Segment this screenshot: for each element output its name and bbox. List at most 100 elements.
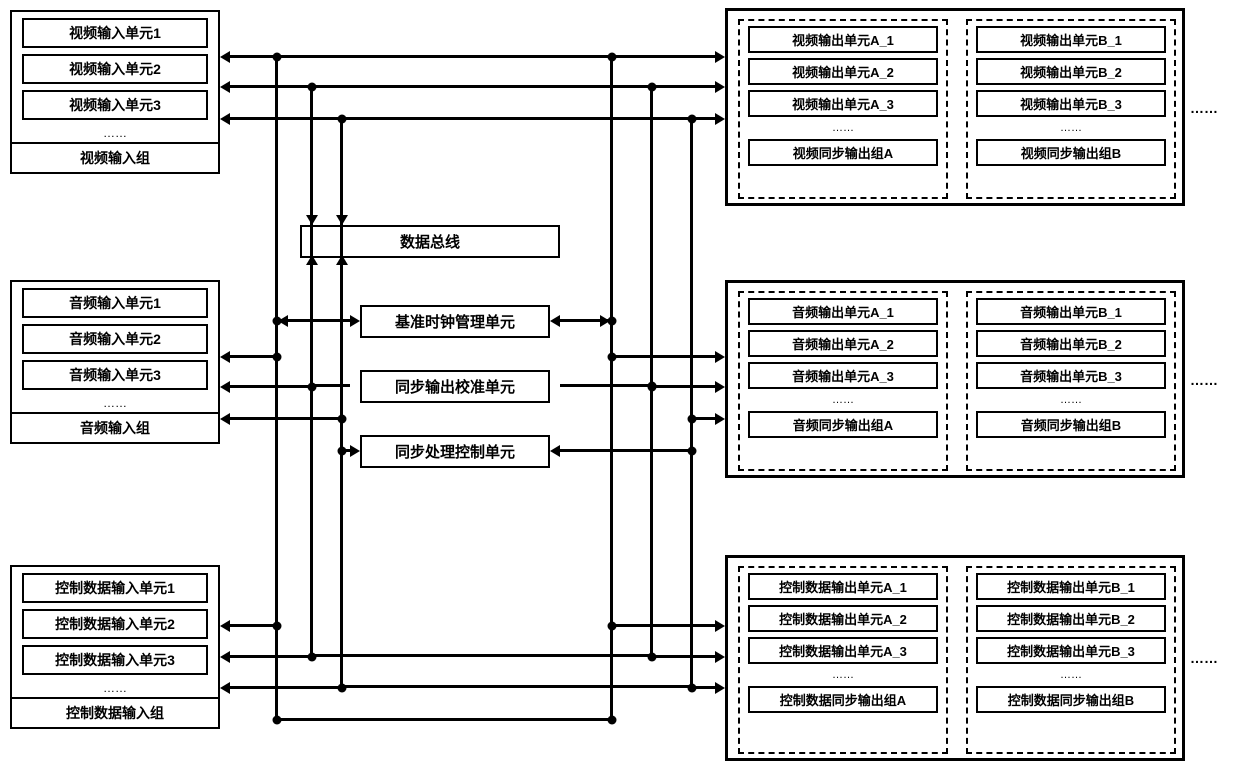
connector xyxy=(230,117,340,120)
control-input-group: 控制数据输入单元1 控制数据输入单元2 控制数据输入单元3 …… 控制数据输入组 xyxy=(10,565,220,729)
connector xyxy=(310,85,653,88)
ellipsis: …… xyxy=(1190,372,1218,388)
junction-dot xyxy=(337,446,346,455)
junction-dot xyxy=(272,621,281,630)
control-unit: 同步处理控制单元 xyxy=(360,435,550,468)
junction-dot xyxy=(272,316,281,325)
connector xyxy=(230,85,310,88)
audio-output-item: 音频输出单元B_2 xyxy=(976,330,1166,357)
arrow-icon xyxy=(336,215,348,225)
arrow-icon xyxy=(715,651,725,663)
control-output-footer-a: 控制数据同步输出组A xyxy=(748,686,938,713)
bus-line xyxy=(310,86,313,656)
control-output-group-b: 控制数据输出单元B_1 控制数据输出单元B_2 控制数据输出单元B_3 …… 控… xyxy=(966,566,1176,754)
arrow-icon xyxy=(715,381,725,393)
calibration-unit: 同步输出校准单元 xyxy=(360,370,550,403)
video-output-group-a: 视频输出单元A_1 视频输出单元A_2 视频输出单元A_3 …… 视频同步输出组… xyxy=(738,19,948,199)
junction-dot xyxy=(607,352,616,361)
junction-dot xyxy=(687,414,696,423)
junction-dot xyxy=(337,414,346,423)
connector xyxy=(693,686,715,689)
control-output-item: 控制数据输出单元B_3 xyxy=(976,637,1166,664)
control-output-item: 控制数据输出单元B_1 xyxy=(976,573,1166,600)
video-input-item: 视频输入单元1 xyxy=(22,18,208,48)
arrow-icon xyxy=(715,351,725,363)
arrow-icon xyxy=(306,215,318,225)
control-output-item: 控制数据输出单元A_1 xyxy=(748,573,938,600)
arrow-icon xyxy=(220,620,230,632)
junction-dot xyxy=(607,316,616,325)
audio-input-footer: 音频输入组 xyxy=(12,412,218,442)
video-output-group-b: 视频输出单元B_1 视频输出单元B_2 视频输出单元B_3 …… 视频同步输出组… xyxy=(966,19,1176,199)
connector xyxy=(613,355,715,358)
connector xyxy=(340,685,693,688)
arrow-icon xyxy=(220,381,230,393)
arrow-icon xyxy=(220,81,230,93)
arrow-icon xyxy=(715,682,725,694)
junction-dot xyxy=(607,621,616,630)
connector xyxy=(230,355,275,358)
control-output-item: 控制数据输出单元A_2 xyxy=(748,605,938,632)
arrow-icon xyxy=(220,413,230,425)
connector xyxy=(340,117,693,120)
control-output-item: 控制数据输出单元B_2 xyxy=(976,605,1166,632)
arrow-icon xyxy=(715,113,725,125)
audio-output-container: 音频输出单元A_1 音频输出单元A_2 音频输出单元A_3 …… 音频同步输出组… xyxy=(725,280,1185,478)
ellipsis: …… xyxy=(748,122,938,134)
arrow-icon xyxy=(350,445,360,457)
video-input-item: 视频输入单元3 xyxy=(22,90,208,120)
bus-line xyxy=(340,118,343,687)
connector xyxy=(313,384,350,387)
audio-output-group-a: 音频输出单元A_1 音频输出单元A_2 音频输出单元A_3 …… 音频同步输出组… xyxy=(738,291,948,471)
ellipsis: …… xyxy=(976,394,1166,406)
connector xyxy=(275,55,613,58)
audio-input-item: 音频输入单元1 xyxy=(22,288,208,318)
connector xyxy=(230,624,275,627)
control-input-item: 控制数据输入单元3 xyxy=(22,645,208,675)
ellipsis: …… xyxy=(976,669,1166,681)
audio-output-group-b: 音频输出单元B_1 音频输出单元B_2 音频输出单元B_3 …… 音频同步输出组… xyxy=(966,291,1176,471)
arrow-icon xyxy=(306,255,318,265)
audio-output-item: 音频输出单元B_1 xyxy=(976,298,1166,325)
junction-dot xyxy=(272,352,281,361)
video-output-item: 视频输出单元B_1 xyxy=(976,26,1166,53)
audio-output-footer-a: 音频同步输出组A xyxy=(748,411,938,438)
ellipsis: …… xyxy=(748,394,938,406)
audio-input-item: 音频输入单元3 xyxy=(22,360,208,390)
connector xyxy=(613,624,715,627)
arrow-icon xyxy=(220,351,230,363)
audio-output-item: 音频输出单元B_3 xyxy=(976,362,1166,389)
connector xyxy=(653,85,715,88)
video-input-footer: 视频输入组 xyxy=(12,142,218,172)
clock-unit: 基准时钟管理单元 xyxy=(360,305,550,338)
ellipsis: …… xyxy=(1190,650,1218,666)
control-input-item: 控制数据输入单元1 xyxy=(22,573,208,603)
control-output-footer-b: 控制数据同步输出组B xyxy=(976,686,1166,713)
audio-output-item: 音频输出单元A_1 xyxy=(748,298,938,325)
connector xyxy=(230,655,310,658)
junction-dot xyxy=(647,381,656,390)
audio-output-footer-b: 音频同步输出组B xyxy=(976,411,1166,438)
video-output-item: 视频输出单元B_3 xyxy=(976,90,1166,117)
ellipsis: …… xyxy=(22,126,208,140)
ellipsis: …… xyxy=(748,669,938,681)
video-input-group: 视频输入单元1 视频输入单元2 视频输入单元3 …… 视频输入组 xyxy=(10,10,220,174)
ellipsis: …… xyxy=(1190,100,1218,116)
video-output-item: 视频输出单元A_2 xyxy=(748,58,938,85)
arrow-icon xyxy=(715,413,725,425)
audio-input-group: 音频输入单元1 音频输入单元2 音频输入单元3 …… 音频输入组 xyxy=(10,280,220,444)
control-output-container: 控制数据输出单元A_1 控制数据输出单元A_2 控制数据输出单元A_3 …… 控… xyxy=(725,555,1185,761)
arrow-icon xyxy=(715,51,725,63)
video-output-item: 视频输出单元B_2 xyxy=(976,58,1166,85)
connector xyxy=(693,417,715,420)
connector xyxy=(310,654,653,657)
connector xyxy=(278,319,350,322)
junction-dot xyxy=(607,716,616,725)
arrow-icon xyxy=(550,445,560,457)
connector xyxy=(613,55,715,58)
connector xyxy=(653,655,715,658)
connector xyxy=(230,417,340,420)
control-input-item: 控制数据输入单元2 xyxy=(22,609,208,639)
audio-input-item: 音频输入单元2 xyxy=(22,324,208,354)
audio-output-item: 音频输出单元A_2 xyxy=(748,330,938,357)
